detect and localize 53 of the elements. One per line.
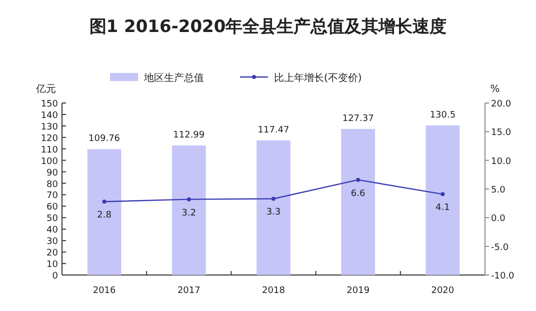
y-tick-label: 90 — [46, 168, 58, 178]
chart-title: 图1 2016-2020年全县生产总值及其增长速度 — [89, 17, 447, 37]
y2-tick-label: 15.0 — [491, 128, 512, 138]
data-label: 6.6 — [350, 188, 366, 199]
y-tick-label: 60 — [46, 202, 58, 213]
data-label: 127.37 — [342, 114, 374, 124]
y-tick-label: 110 — [40, 145, 58, 156]
bar — [172, 145, 206, 275]
y-tick-label: 0 — [52, 272, 58, 282]
y-tick-label: 120 — [40, 134, 58, 144]
y-tick-label: 130 — [40, 122, 58, 132]
point — [272, 196, 276, 201]
bar — [426, 125, 460, 275]
point — [186, 197, 191, 202]
y-tick-label: 50 — [46, 214, 58, 224]
data-label: 112.99 — [173, 130, 205, 140]
bar — [87, 149, 122, 275]
point — [440, 192, 445, 196]
y-tick-label: 70 — [46, 191, 58, 202]
point — [102, 200, 106, 204]
legend-label: 比上年增长(不变价) — [274, 72, 362, 84]
y-tick-label: 150 — [40, 100, 58, 110]
data-label: 117.47 — [258, 125, 290, 136]
y-tick-label: 140 — [40, 110, 58, 121]
y-tick-label: 100 — [40, 156, 58, 167]
y-tick-label: 30 — [46, 237, 58, 248]
point — [356, 178, 360, 182]
y2-tick-label: 10.0 — [491, 156, 512, 167]
y-axis-title: 亿元 — [35, 84, 56, 95]
data-label: 109.76 — [88, 134, 120, 144]
x-tick-label: 2016 — [92, 286, 116, 296]
y2-tick-label: -10.0 — [491, 272, 515, 282]
y-tick-label: 20 — [46, 248, 58, 259]
data-label: 130.5 — [430, 110, 456, 120]
legend-label: 地区生产总值 — [143, 72, 204, 84]
y-tick-label: 40 — [46, 226, 58, 236]
bar — [341, 128, 376, 275]
x-tick-label: 2017 — [177, 286, 200, 296]
bar — [256, 140, 290, 275]
y-tick-label: 10 — [46, 260, 58, 270]
y2-tick-label: 0.0 — [491, 214, 506, 224]
x-tick-label: 2020 — [431, 286, 454, 296]
y2-axis-title: % — [490, 84, 500, 95]
y2-tick-label: -5.0 — [491, 242, 509, 253]
x-tick-label: 2019 — [346, 286, 370, 296]
y-tick-label: 80 — [46, 180, 58, 190]
data-label: 2.8 — [97, 210, 112, 221]
data-label: 4.1 — [436, 203, 450, 214]
y2-tick-label: 20.0 — [491, 100, 512, 110]
y2-tick-label: 5.0 — [491, 186, 506, 196]
x-tick-label: 2018 — [262, 286, 286, 296]
data-label: 3.3 — [266, 208, 281, 218]
data-label: 3.2 — [182, 208, 196, 218]
